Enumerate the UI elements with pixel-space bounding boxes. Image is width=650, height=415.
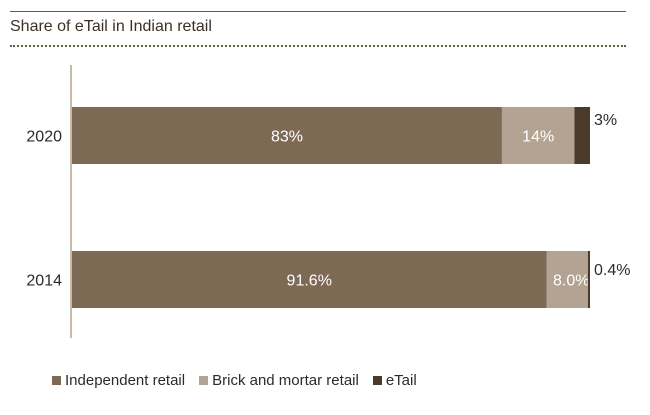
data-label-2020-independent-retail: 83% <box>271 129 303 146</box>
legend-item-independent-retail: Independent retail <box>52 372 185 389</box>
data-label-2020-etail: 3% <box>594 112 617 129</box>
legend-swatch-etail <box>372 376 382 385</box>
bar-2020-etail <box>574 107 590 164</box>
legend-item-brick-and-mortar-retail: Brick and mortar retail <box>199 372 359 389</box>
data-label-2020-brick-and-mortar-retail: 14% <box>522 129 554 146</box>
chart-title: Share of eTail in Indian retail <box>10 18 212 35</box>
legend-item-etail: eTail <box>372 372 417 389</box>
title-rule <box>10 45 626 47</box>
bar-2014-brick-and-mortar-retail <box>546 251 588 308</box>
bar-2020-independent-retail <box>72 107 502 164</box>
legend-label-brick-and-mortar-retail: Brick and mortar retail <box>212 372 359 389</box>
data-label-2014-etail: 0.4% <box>594 262 630 279</box>
category-label-2020: 2020 <box>26 129 62 146</box>
bar-2020-brick-and-mortar-retail <box>501 107 575 164</box>
category-label-2014: 2014 <box>26 273 62 290</box>
legend: Independent retail Brick and mortar reta… <box>52 372 417 389</box>
bars-group: 2020 83% 14% 3% 2014 91.6% 8.0% 0.4% <box>26 107 630 308</box>
bar-2014-etail <box>587 251 590 308</box>
legend-label-etail: eTail <box>385 372 417 389</box>
data-label-2014-independent-retail: 91.6% <box>287 273 332 290</box>
bar-2014-independent-retail <box>72 251 547 308</box>
top-rule <box>10 11 626 12</box>
legend-swatch-brick-and-mortar-retail <box>199 376 209 385</box>
legend-swatch-independent-retail <box>52 376 61 385</box>
legend-label-independent-retail: Independent retail <box>65 372 186 389</box>
data-label-2014-brick-and-mortar-retail: 8.0% <box>553 273 589 290</box>
